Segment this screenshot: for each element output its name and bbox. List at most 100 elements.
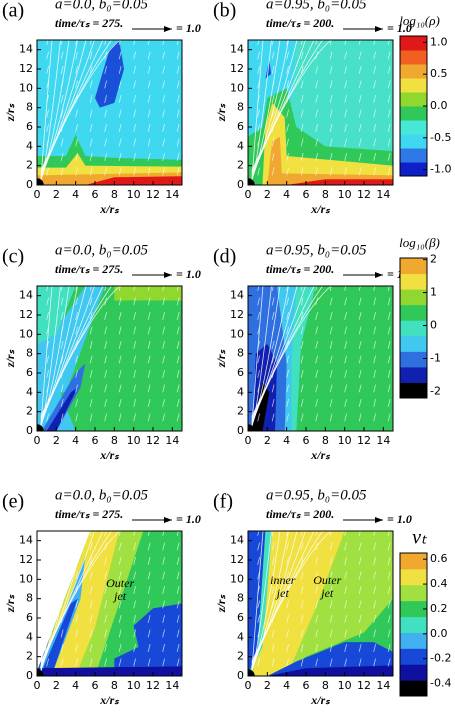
vector <box>387 531 390 536</box>
vector <box>271 557 275 565</box>
streamline <box>40 40 112 173</box>
vector <box>147 297 151 306</box>
vector <box>46 615 49 623</box>
vector <box>358 355 362 364</box>
vector <box>300 138 304 147</box>
vector <box>286 531 289 536</box>
vector <box>344 629 347 638</box>
ref-arrow-label: = 1.0 <box>387 512 412 526</box>
colorbar-label: log₁₀(ρ) <box>399 13 440 28</box>
vector <box>358 138 362 147</box>
vector <box>315 413 318 422</box>
vector <box>104 51 107 60</box>
colorbar-tick-label: -0.4 <box>430 677 451 690</box>
ref-arrow-label: = 1.0 <box>176 21 201 35</box>
vector <box>344 370 347 378</box>
y-tick-label: 10 <box>230 81 244 94</box>
y-tick-label: 2 <box>237 405 244 418</box>
vector <box>373 644 376 652</box>
vector <box>387 399 391 407</box>
vector <box>147 66 151 74</box>
vector <box>329 542 333 551</box>
vector <box>75 399 78 407</box>
vector <box>257 571 260 580</box>
vector <box>75 644 78 652</box>
vector <box>315 531 318 536</box>
vector <box>358 40 361 45</box>
vector <box>344 66 347 74</box>
vector <box>176 40 179 45</box>
vector <box>373 138 376 147</box>
field-region <box>248 531 266 676</box>
vector <box>271 384 275 393</box>
vector <box>315 399 318 407</box>
colorbar-band <box>400 568 427 586</box>
vector <box>133 355 136 364</box>
vector <box>387 286 390 291</box>
vector <box>89 153 93 161</box>
colorbar-band <box>400 351 427 368</box>
vector <box>89 312 93 320</box>
y-tick-label: 0 <box>237 424 244 437</box>
vector <box>300 399 304 407</box>
vector <box>104 297 107 306</box>
field <box>248 40 393 185</box>
vector <box>176 600 180 609</box>
vector <box>162 95 165 103</box>
vector <box>300 355 304 364</box>
colorbar-tick-label: -0.5 <box>430 131 451 144</box>
vector <box>104 644 107 652</box>
vector <box>133 615 136 623</box>
vector <box>329 286 332 291</box>
x-tick-label: 6 <box>303 679 310 692</box>
vector <box>387 384 391 393</box>
vector <box>286 615 289 623</box>
vector <box>133 571 136 580</box>
vector <box>286 80 289 89</box>
vector <box>60 644 64 652</box>
panel-subtitle: time/τₛ = 200. <box>266 262 334 276</box>
vector <box>147 341 151 349</box>
vector <box>373 531 376 536</box>
vector <box>147 531 150 536</box>
vector <box>257 51 260 60</box>
vector <box>104 542 107 551</box>
vector <box>46 542 49 551</box>
vector <box>75 586 78 594</box>
vector <box>358 370 362 378</box>
vector <box>89 629 93 638</box>
vector <box>358 571 362 580</box>
vector <box>89 370 93 378</box>
vector <box>286 51 289 60</box>
vector <box>89 326 93 335</box>
vector <box>162 51 165 60</box>
vector <box>104 370 107 378</box>
vector <box>329 167 333 176</box>
streamline <box>251 40 323 173</box>
vector <box>176 80 180 89</box>
vector <box>300 542 304 551</box>
vector <box>358 95 362 103</box>
vector <box>373 40 376 45</box>
vector <box>358 399 362 407</box>
vector <box>104 355 107 364</box>
y-tick-label: 0 <box>26 669 33 682</box>
vector <box>257 286 260 291</box>
vector <box>286 600 289 609</box>
vector <box>387 40 390 45</box>
vector <box>176 615 180 623</box>
vector <box>75 80 78 89</box>
y-tick-label: 10 <box>19 572 33 585</box>
vector <box>46 413 49 422</box>
vector <box>176 124 180 132</box>
vector <box>358 109 362 118</box>
vector <box>75 370 78 378</box>
vector <box>315 384 318 393</box>
vector <box>89 40 92 45</box>
vector <box>373 312 376 320</box>
x-tick-label: 4 <box>72 434 79 447</box>
vector <box>286 297 289 306</box>
vector <box>176 138 180 147</box>
